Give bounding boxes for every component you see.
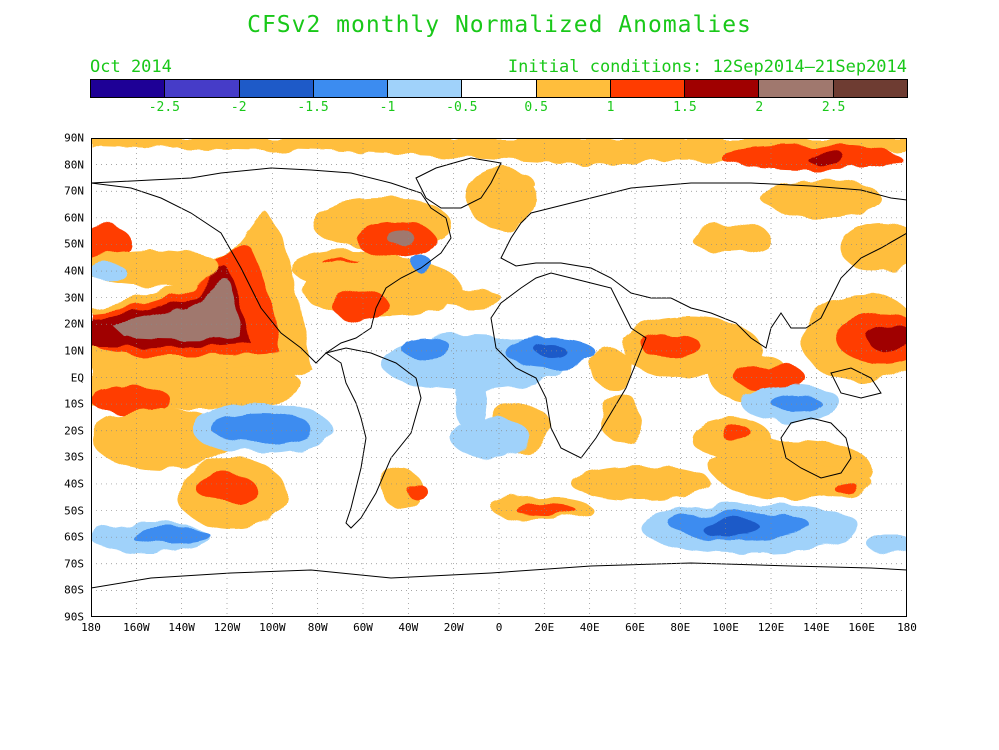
longitude-label: 40W [398, 621, 419, 634]
longitude-label: 140W [168, 621, 195, 634]
latitude-label: EQ [70, 371, 84, 384]
longitude-label: 80E [670, 621, 691, 634]
longitude-label: 60E [625, 621, 645, 634]
longitude-label: 80W [307, 621, 328, 634]
colorbar-segment [239, 80, 314, 97]
longitude-label: 0 [495, 621, 503, 634]
colorbar-segment [833, 80, 907, 97]
colorbar-label: -0.5 [446, 100, 478, 115]
colorbar-segment [165, 80, 240, 97]
forecast-month: Oct 2014 [90, 57, 172, 77]
colorbar-segment [91, 80, 166, 97]
latitude-label: 70N [64, 184, 84, 198]
longitude-label: 20W [443, 621, 464, 634]
latitude-label: 80S [64, 583, 84, 597]
latitude-label: 20N [64, 317, 84, 331]
colorbar-label: -2.5 [148, 100, 181, 115]
colorbar-segment [685, 80, 760, 97]
longitude-label: 140E [803, 621, 830, 634]
latitude-label: 50N [64, 237, 84, 251]
latitude-label: 60N [64, 211, 84, 225]
colorbar-label: 2 [755, 100, 764, 115]
latitude-label: 20S [64, 424, 84, 438]
colorbar-label: 1 [606, 100, 615, 115]
longitude-label: 180 [897, 621, 917, 634]
colorbar-segment [536, 80, 611, 97]
latitude-label: 90S [64, 610, 84, 624]
colorbar [90, 79, 908, 98]
coastlines [91, 157, 907, 589]
latitude-label: 40S [64, 477, 84, 491]
colorbar-segment [313, 80, 389, 97]
longitude-label: 100W [259, 621, 286, 634]
lat-lon-grid [91, 138, 907, 617]
longitude-label: 20E [534, 621, 555, 634]
colorbar-segment [388, 80, 463, 97]
longitude-label: 120W [213, 621, 241, 634]
anomaly-shading [91, 138, 907, 553]
map-frame [91, 138, 907, 617]
colorbar-label: -2 [230, 100, 247, 115]
latitude-label: 30N [64, 291, 84, 305]
latitude-label: 70S [64, 557, 84, 571]
latitude-label: 90N [64, 131, 84, 145]
latitude-label: 30S [64, 450, 84, 464]
page-title: CFSv2 monthly Normalized Anomalies [247, 12, 752, 38]
anomaly-map [91, 138, 907, 617]
colorbar-label: 1.5 [673, 100, 697, 115]
latitude-label: 60S [64, 530, 84, 544]
colorbar-label: -1 [379, 100, 396, 115]
latitude-label: 10N [64, 344, 84, 358]
longitude-label: 100E [712, 621, 739, 634]
longitude-label: 40E [579, 621, 600, 634]
longitude-label: 60W [353, 621, 373, 634]
latitude-label: 80N [64, 158, 84, 172]
colorbar-label: 2.5 [821, 100, 846, 115]
latitude-label: 50S [64, 504, 84, 518]
colorbar-segment [462, 80, 537, 97]
longitude-label: 160W [123, 621, 150, 634]
colorbar-segment [610, 80, 686, 97]
colorbar-segment [759, 80, 834, 97]
colorbar-label: -1.5 [297, 100, 329, 115]
latitude-label: 10S [64, 397, 84, 411]
longitude-label: 160E [848, 621, 875, 634]
longitude-label: 180 [81, 621, 101, 634]
latitude-label: 40N [64, 264, 84, 278]
longitude-label: 120E [757, 621, 785, 634]
colorbar-label: 0.5 [524, 100, 548, 115]
initial-conditions: Initial conditions: 12Sep2014–21Sep2014 [507, 57, 907, 77]
